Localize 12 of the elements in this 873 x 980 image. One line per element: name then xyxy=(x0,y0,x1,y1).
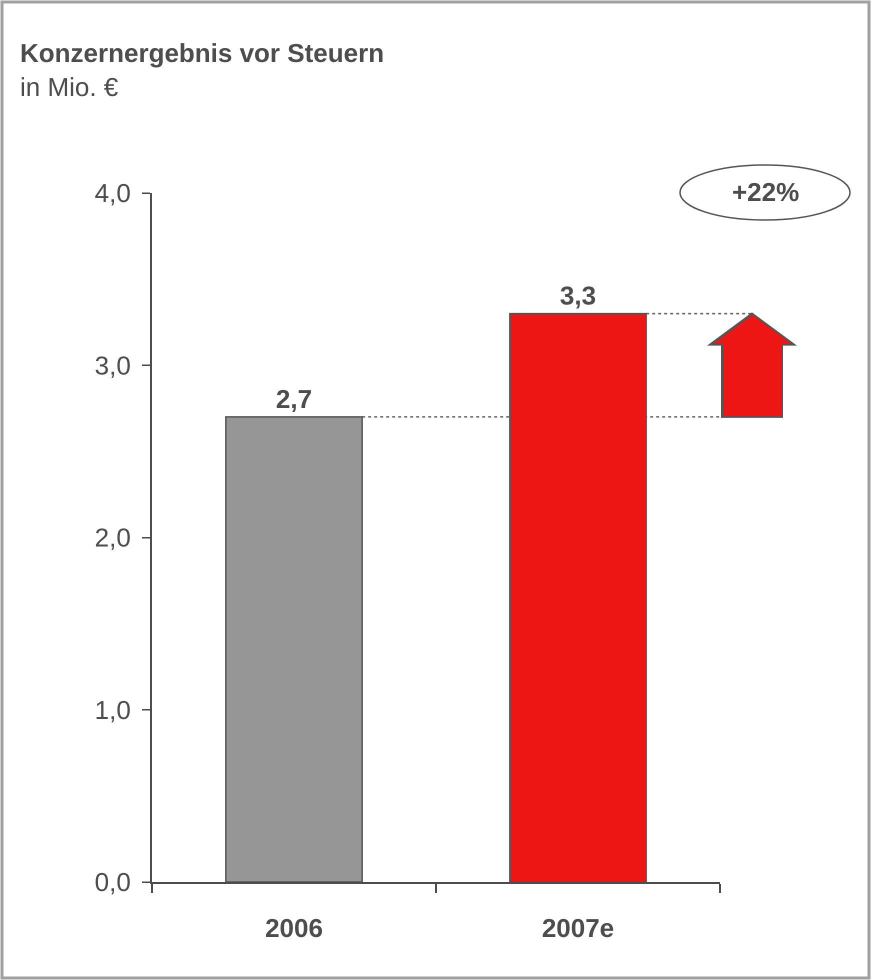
y-tick-label: 0,0 xyxy=(94,867,131,898)
y-tick-label: 1,0 xyxy=(94,694,131,725)
text: +22% xyxy=(732,177,800,207)
x-tick-label: 2006 xyxy=(265,913,323,944)
y-tick-label: 3,0 xyxy=(94,350,131,380)
data-label: 2,7 xyxy=(276,384,312,414)
data-label: 3,3 xyxy=(560,280,596,311)
y-tick-label: 4,0 xyxy=(94,178,131,208)
x-tick-label: 2007e xyxy=(542,913,614,944)
y-tick-label: 2,0 xyxy=(94,522,131,553)
chart-title: Konzernergebnis vor Steuern xyxy=(20,38,384,68)
chart-subtitle: in Mio. € xyxy=(20,72,119,102)
